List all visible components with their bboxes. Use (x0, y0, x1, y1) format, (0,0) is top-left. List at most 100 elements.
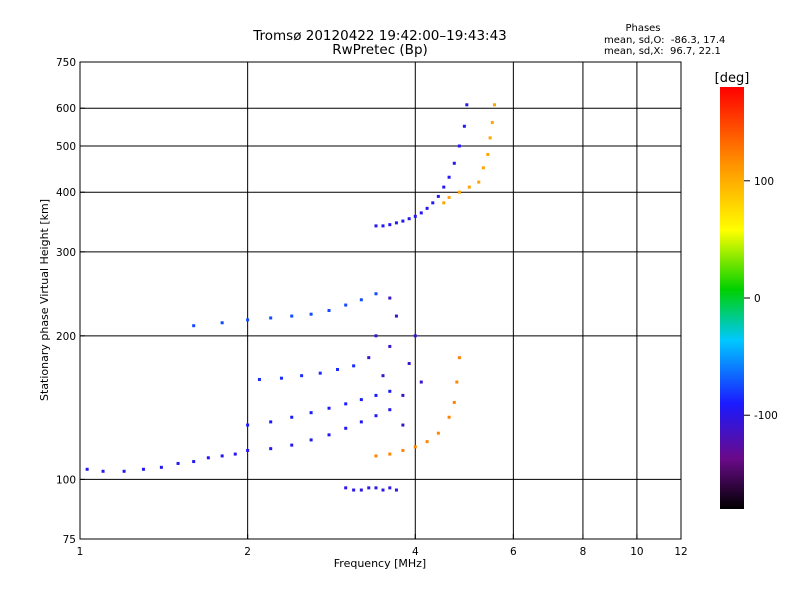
echo-point (327, 406, 331, 410)
echo-point (318, 371, 322, 375)
echo-point (394, 488, 398, 492)
echo-point (401, 219, 405, 223)
echo-point (462, 124, 466, 128)
echo-point (269, 447, 273, 451)
echo-point (488, 136, 492, 140)
y-tick-label: 200 (56, 331, 76, 343)
colorbar-label: [deg] (715, 71, 750, 86)
echo-point (413, 445, 417, 449)
echo-point (436, 431, 440, 435)
echo-point (309, 411, 313, 415)
echo-point (447, 415, 451, 419)
echo-point (246, 423, 250, 427)
x-tick-label: 8 (580, 546, 587, 558)
echo-point (388, 296, 392, 300)
echo-point (220, 454, 224, 458)
echo-point (344, 426, 348, 430)
x-tick-label: 6 (510, 546, 517, 558)
echo-point (344, 303, 348, 307)
echo-point (419, 380, 423, 384)
x-tick-label: 12 (674, 546, 687, 558)
colorbar-tick-label: 100 (754, 176, 774, 188)
echo-point (141, 467, 145, 471)
echo-point (407, 217, 411, 221)
echo-point (401, 423, 405, 427)
echo-point (436, 194, 440, 198)
echo-point (122, 469, 126, 473)
echo-point (413, 214, 417, 218)
echo-point (407, 361, 411, 365)
echo-point (344, 402, 348, 406)
echo-point (374, 393, 378, 397)
echo-point (457, 356, 461, 360)
echo-point (192, 324, 196, 328)
x-tick-label: 10 (630, 546, 643, 558)
echo-point (486, 152, 490, 156)
echo-point (367, 486, 371, 490)
colorbar (720, 87, 744, 509)
echo-point (220, 321, 224, 325)
echo-point (176, 461, 180, 465)
echo-point (401, 448, 405, 452)
echo-point (388, 389, 392, 393)
x-tick-label: 1 (77, 546, 84, 558)
colorbar-ticks: 100 0 -100 (744, 176, 778, 422)
echo-point (246, 318, 250, 322)
echo-point (352, 488, 356, 492)
echo-point (481, 166, 485, 170)
echo-point (159, 465, 163, 469)
echo-point (457, 190, 461, 194)
echo-point (359, 298, 363, 302)
echo-point (290, 314, 294, 318)
colorbar-tick-label: -100 (754, 410, 778, 422)
colorbar-tick-label: 0 (754, 293, 761, 305)
echo-point (327, 308, 331, 312)
echo-point (290, 443, 294, 447)
echo-point (101, 469, 105, 473)
echo-point (394, 314, 398, 318)
echo-point (457, 144, 461, 148)
echo-point (381, 488, 385, 492)
echo-point (269, 316, 273, 320)
echo-point (401, 393, 405, 397)
y-tick-label: 75 (63, 534, 76, 546)
echo-point (388, 408, 392, 412)
echo-point (359, 420, 363, 424)
echo-point (374, 334, 378, 338)
echo-point (309, 438, 313, 442)
echo-point (206, 456, 210, 460)
echo-point (492, 103, 496, 107)
echo-point (442, 185, 446, 189)
echo-point (388, 223, 392, 227)
grid-lines (80, 62, 681, 539)
phase-stats-o: mean, sd,O: -86.3, 17.4 (604, 35, 725, 46)
y-tick-label: 500 (56, 141, 76, 153)
chart-subtitle: RwPretec (Bp) (332, 42, 428, 58)
x-axis-label: Frequency [MHz] (334, 557, 426, 570)
echo-point (374, 224, 378, 228)
echo-point (388, 486, 392, 490)
y-tick-label: 400 (56, 187, 76, 199)
echo-point (359, 488, 363, 492)
echo-point (477, 180, 481, 184)
plot-frame (79, 61, 682, 540)
y-axis-label: Stationary phase Virtual Height [km] (38, 199, 51, 401)
echo-point (352, 364, 356, 368)
echo-point (309, 312, 313, 316)
echo-point (344, 486, 348, 490)
echo-point (467, 185, 471, 189)
chart-title: Tromsø 20120422 19:42:00–19:43:43 (252, 28, 507, 44)
echo-point (425, 440, 429, 444)
echo-point (431, 201, 435, 205)
data-points (85, 103, 496, 492)
echo-point (374, 292, 378, 296)
echo-point (374, 486, 378, 490)
echo-point (419, 211, 423, 215)
echo-point (290, 415, 294, 419)
echo-point (394, 221, 398, 225)
echo-point (269, 420, 273, 424)
x-tick-label: 4 (412, 546, 419, 558)
echo-point (327, 433, 331, 437)
